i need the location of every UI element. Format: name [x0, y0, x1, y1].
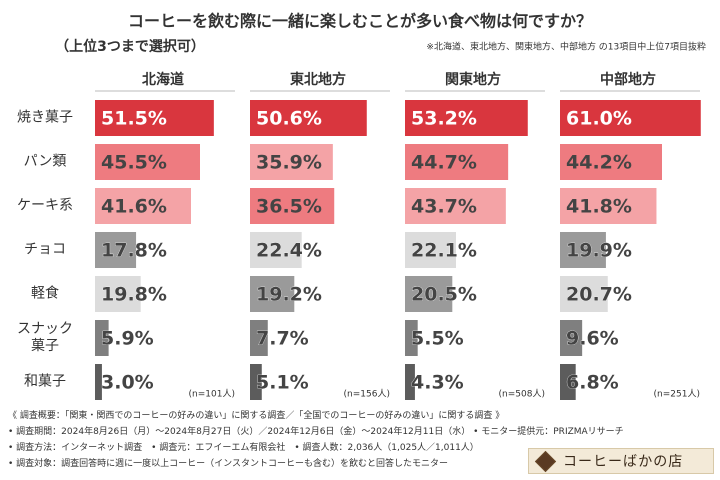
value-label: 44.7% [411, 152, 477, 174]
bar [95, 188, 191, 224]
panel-header: 北海道 [142, 71, 184, 88]
category-label: ケーキ系 [17, 197, 73, 214]
value-label: 45.5% [101, 152, 167, 174]
value-label: 43.7% [411, 196, 477, 218]
value-label: 41.6% [101, 196, 167, 218]
value-label: 17.8% [101, 240, 167, 262]
category-label: 焼き菓子 [17, 109, 73, 126]
bar [250, 188, 335, 224]
value-label: 5.9% [101, 328, 154, 350]
footer-line: • 調査期間：2024年8月26日（月）〜2024年8月27日（火）／2024年… [8, 427, 624, 437]
bar [405, 100, 528, 136]
bar [95, 232, 137, 268]
panel-header: 中部地方 [600, 71, 656, 88]
bar [405, 144, 509, 180]
bar [250, 100, 367, 136]
panel-header: 関東地方 [445, 71, 501, 88]
value-label: 22.1% [411, 240, 477, 262]
value-label: 9.6% [566, 328, 619, 350]
bar [560, 320, 583, 356]
bar [560, 276, 608, 312]
value-label: 19.2% [256, 284, 322, 306]
logo: コーヒーばかの店 [528, 448, 714, 474]
sample-size: (n=251人) [654, 389, 700, 400]
bar [560, 232, 606, 268]
bar [95, 320, 109, 356]
bar [560, 364, 576, 400]
sample-size: (n=156人) [344, 389, 390, 400]
bar [95, 144, 200, 180]
category-label: 和菓子 [24, 373, 66, 390]
bar [560, 144, 662, 180]
bar [250, 364, 262, 400]
value-label: 4.3% [411, 372, 464, 394]
value-label: 3.0% [101, 372, 154, 394]
category-label: スナック 菓子 [17, 321, 73, 354]
value-label: 41.8% [566, 196, 632, 218]
value-label: 51.5% [101, 108, 167, 130]
bar [560, 100, 701, 136]
bar [405, 188, 506, 224]
value-label: 6.8% [566, 372, 619, 394]
subtitle: （上位3つまで選択可） [55, 38, 205, 55]
bar [95, 100, 214, 136]
bar [405, 364, 415, 400]
value-label: 19.9% [566, 240, 632, 262]
value-label: 53.2% [411, 108, 477, 130]
bar [405, 320, 418, 356]
bar [250, 320, 268, 356]
value-label: 35.9% [256, 152, 322, 174]
bar [95, 276, 141, 312]
title: コーヒーを飲む際に一緒に楽しむことが多い食べ物は何ですか？ [128, 12, 592, 31]
value-label: 20.5% [411, 284, 477, 306]
bar [250, 232, 302, 268]
value-label: 7.7% [256, 328, 309, 350]
category-label: チョコ [24, 241, 66, 258]
category-label: パン類 [23, 153, 67, 170]
sample-size: (n=508人) [499, 389, 545, 400]
value-label: 20.7% [566, 284, 632, 306]
value-label: 22.4% [256, 240, 322, 262]
footer-line: 《 調査概要：「関東・関西でのコーヒーの好みの違い」に関する調査／「全国でのコー… [8, 411, 505, 421]
category-label: 軽食 [31, 285, 59, 302]
value-label: 50.6% [256, 108, 322, 130]
sample-size: (n=101人) [189, 389, 235, 400]
value-label: 44.2% [566, 152, 632, 174]
bar [560, 188, 657, 224]
value-label: 5.5% [411, 328, 464, 350]
footer-line: • 調査対象：調査回答時に週に一度以上コーヒー（インスタントコーヒーも含む）を飲… [8, 459, 448, 469]
bar [405, 232, 456, 268]
bar [250, 144, 333, 180]
value-label: 36.5% [256, 196, 322, 218]
bar [95, 364, 102, 400]
bar [250, 276, 295, 312]
value-label: 61.0% [566, 108, 632, 130]
value-label: 5.1% [256, 372, 309, 394]
panel-header: 東北地方 [290, 71, 346, 88]
footer-line: • 調査方法：インターネット調査 • 調査元：エフイーエム有限会社 • 調査人数… [8, 443, 479, 453]
value-label: 19.8% [101, 284, 167, 306]
bar [405, 276, 453, 312]
note: ※北海道、東北地方、関東地方、中部地方 の13項目中上位7項目抜粋 [426, 41, 706, 53]
